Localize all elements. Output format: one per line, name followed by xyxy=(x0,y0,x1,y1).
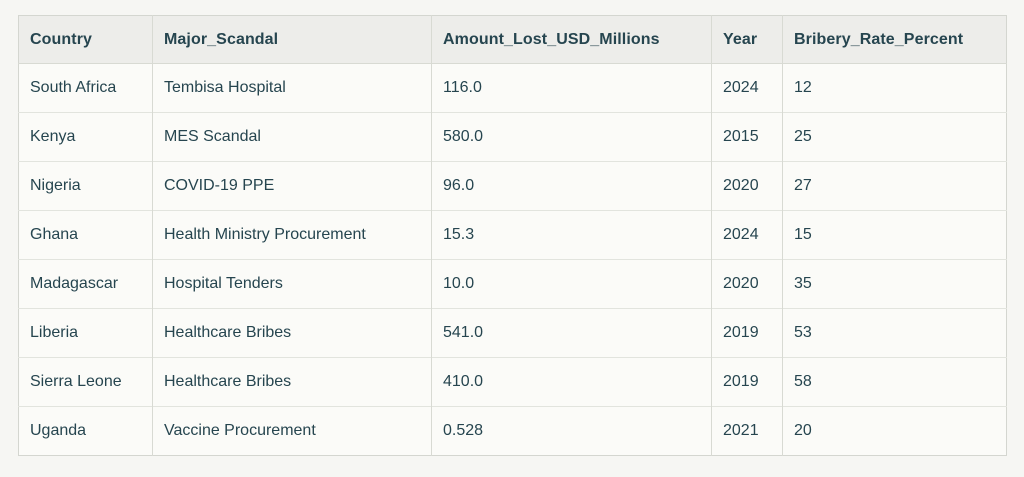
cell-country: Liberia xyxy=(18,308,153,358)
cell-major_scandal: Hospital Tenders xyxy=(152,259,432,309)
cell-bribery_rate_percent: 35 xyxy=(782,259,1007,309)
cell-country: Sierra Leone xyxy=(18,357,153,407)
cell-year: 2019 xyxy=(711,308,783,358)
cell-amount_lost_usd_millions: 10.0 xyxy=(431,259,712,309)
cell-country: Nigeria xyxy=(18,161,153,211)
cell-major_scandal: MES Scandal xyxy=(152,112,432,162)
column-header-amount_lost_usd_millions: Amount_Lost_USD_Millions xyxy=(431,15,712,64)
column-header-year: Year xyxy=(711,15,783,64)
cell-bribery_rate_percent: 27 xyxy=(782,161,1007,211)
cell-year: 2015 xyxy=(711,112,783,162)
cell-major_scandal: Health Ministry Procurement xyxy=(152,210,432,260)
cell-amount_lost_usd_millions: 116.0 xyxy=(431,63,712,113)
column-header-country: Country xyxy=(18,15,153,64)
cell-country: Kenya xyxy=(18,112,153,162)
data-table: Country Major_Scandal Amount_Lost_USD_Mill… xyxy=(18,15,1007,456)
cell-bribery_rate_percent: 20 xyxy=(782,406,1007,456)
cell-year: 2024 xyxy=(711,63,783,113)
cell-bribery_rate_percent: 25 xyxy=(782,112,1007,162)
cell-amount_lost_usd_millions: 580.0 xyxy=(431,112,712,162)
cell-major_scandal: Healthcare Bribes xyxy=(152,308,432,358)
cell-year: 2020 xyxy=(711,161,783,211)
cell-year: 2019 xyxy=(711,357,783,407)
cell-bribery_rate_percent: 12 xyxy=(782,63,1007,113)
header-row: Country Major_Scandal Amount_Lost_USD_Mill… xyxy=(18,15,1007,64)
table-row: South Africa Tembisa Hospital 116.0 2024 12 xyxy=(18,63,1007,113)
cell-year: 2021 xyxy=(711,406,783,456)
cell-year: 2020 xyxy=(711,259,783,309)
table-row: Ghana Health Ministry Procurement 15.3 2024… xyxy=(18,210,1007,260)
cell-amount_lost_usd_millions: 96.0 xyxy=(431,161,712,211)
cell-major_scandal: COVID-19 PPE xyxy=(152,161,432,211)
cell-amount_lost_usd_millions: 15.3 xyxy=(431,210,712,260)
cell-country: Madagascar xyxy=(18,259,153,309)
cell-country: South Africa xyxy=(18,63,153,113)
cell-amount_lost_usd_millions: 410.0 xyxy=(431,357,712,407)
column-header-bribery_rate_percent: Bribery_Rate_Percent xyxy=(782,15,1007,64)
cell-bribery_rate_percent: 15 xyxy=(782,210,1007,260)
cell-amount_lost_usd_millions: 541.0 xyxy=(431,308,712,358)
cell-major_scandal: Healthcare Bribes xyxy=(152,357,432,407)
cell-amount_lost_usd_millions: 0.528 xyxy=(431,406,712,456)
table-row: Nigeria COVID-19 PPE 96.0 2020 27 xyxy=(18,161,1007,211)
cell-year: 2024 xyxy=(711,210,783,260)
table-row: Sierra Leone Healthcare Bribes 410.0 2019 58 xyxy=(18,357,1007,407)
cell-bribery_rate_percent: 58 xyxy=(782,357,1007,407)
column-header-major_scandal: Major_Scandal xyxy=(152,15,432,64)
cell-bribery_rate_percent: 53 xyxy=(782,308,1007,358)
cell-country: Ghana xyxy=(18,210,153,260)
table-row: Kenya MES Scandal 580.0 2015 25 xyxy=(18,112,1007,162)
table-row: Liberia Healthcare Bribes 541.0 2019 53 xyxy=(18,308,1007,358)
table-row: Uganda Vaccine Procurement 0.528 2021 20 xyxy=(18,406,1007,456)
cell-major_scandal: Tembisa Hospital xyxy=(152,63,432,113)
table-row: Madagascar Hospital Tenders 10.0 2020 35 xyxy=(18,259,1007,309)
cell-country: Uganda xyxy=(18,406,153,456)
cell-major_scandal: Vaccine Procurement xyxy=(152,406,432,456)
